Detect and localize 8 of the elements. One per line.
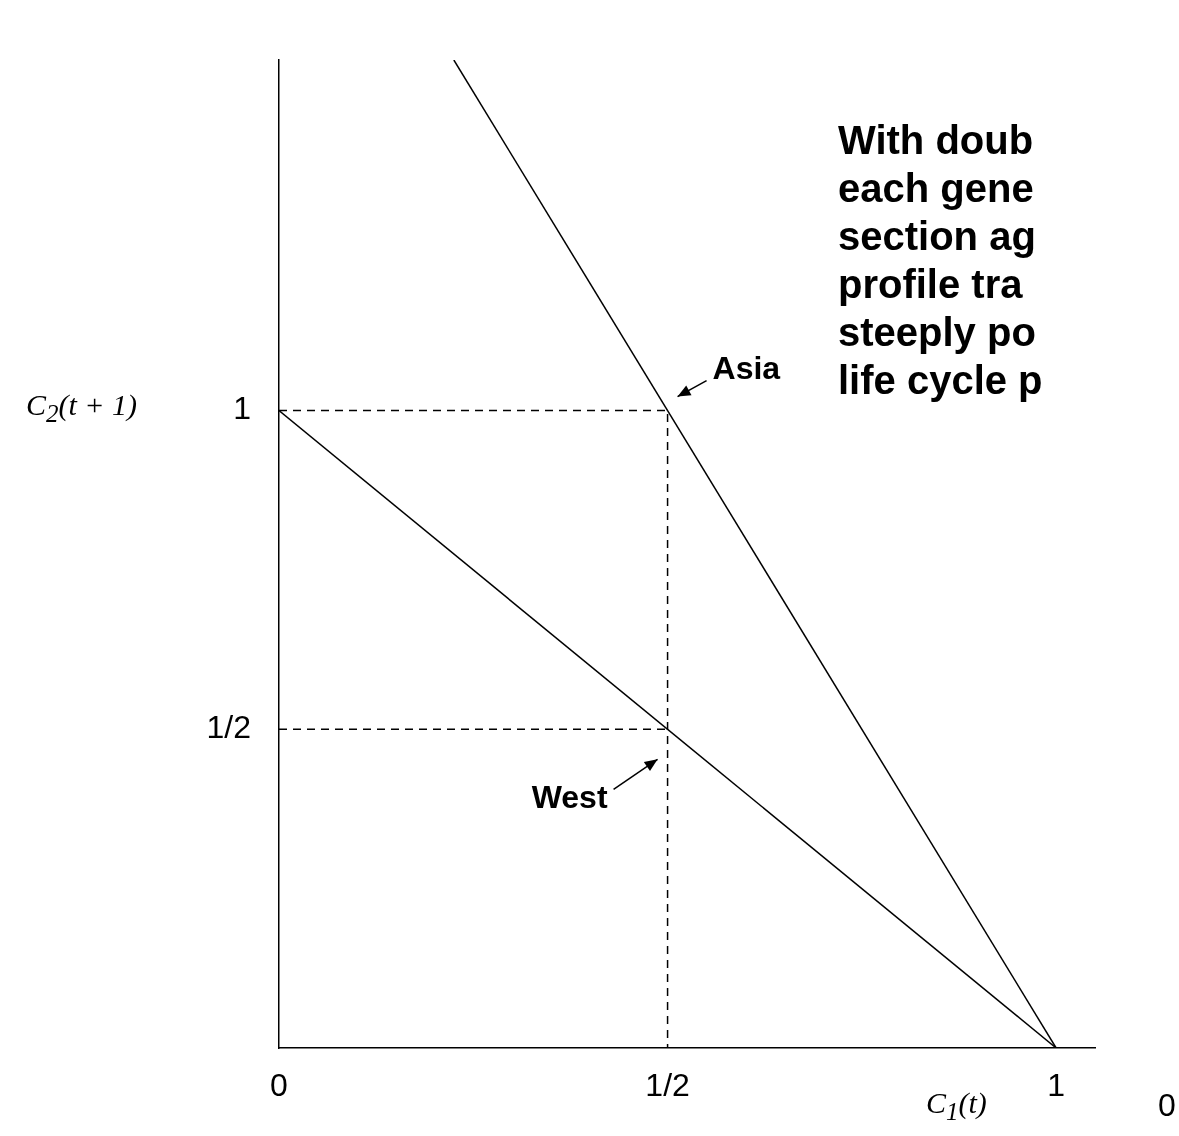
- y-axis-title: C$_{2}$(t + 1): [26, 388, 138, 428]
- x-tick-label: 0: [270, 1067, 288, 1104]
- x-tick-label: 1: [1047, 1067, 1066, 1104]
- annotation: West: [531, 779, 608, 816]
- annotation: With doub each gene section ag profile tra steeply po life cycle p: [838, 117, 1043, 404]
- x-tick-label: 1/2: [645, 1067, 690, 1104]
- annotation: Asia: [712, 350, 781, 387]
- x-axis-title: C$_{1}$(t): [926, 1086, 987, 1126]
